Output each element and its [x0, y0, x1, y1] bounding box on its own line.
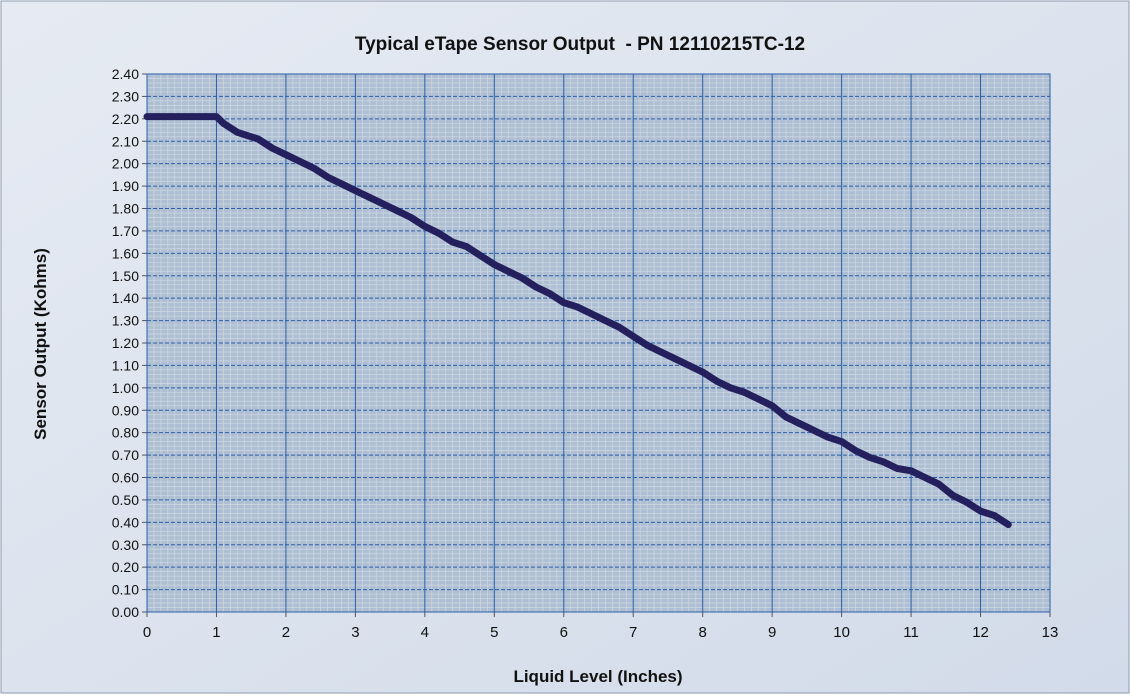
y-axis-title: Sensor Output (Kohms) [31, 248, 50, 440]
y-tick-label: 1.90 [112, 178, 139, 194]
series-line-0 [143, 113, 1012, 529]
x-axis-title: Liquid Level (Inches) [513, 667, 682, 686]
y-tick-label: 1.50 [112, 268, 139, 284]
x-tick-label: 3 [351, 624, 359, 641]
y-tick-label: 1.10 [112, 357, 139, 373]
chart-title: Typical eTape Sensor Output - PN 1211021… [355, 34, 805, 55]
y-tick-label: 2.20 [112, 111, 139, 127]
series-group [143, 113, 1012, 529]
x-tick-label: 9 [768, 624, 776, 641]
y-tick-label: 0.30 [112, 537, 139, 553]
x-tick-label: 12 [972, 624, 989, 641]
y-tick-label: 1.70 [112, 223, 139, 239]
x-tick-label: 0 [143, 624, 151, 641]
x-tick-label: 5 [490, 624, 498, 641]
y-tick-label: 2.30 [112, 88, 139, 104]
x-tick-label: 8 [699, 624, 707, 641]
y-tick-label: 0.70 [112, 447, 139, 463]
y-tick-label: 2.40 [112, 66, 139, 82]
y-tick-label: 0.10 [112, 582, 139, 598]
y-tick-label: 1.40 [112, 290, 139, 306]
y-tick-labels: 0.00 0.10 0.20 0.30 0.40 0.50 0.60 0.70 0.80 0.90… [112, 66, 139, 620]
y-tick-label: 1.20 [112, 335, 139, 351]
y-tick-label: 0.90 [112, 402, 139, 418]
y-tick-label: 1.60 [112, 245, 139, 261]
x-tick-label: 13 [1042, 624, 1059, 641]
y-tick-label: 0.40 [112, 514, 139, 530]
y-tick-label: 2.10 [112, 133, 139, 149]
y-tick-label: 0.00 [112, 604, 139, 620]
y-tick-label: 1.00 [112, 380, 139, 396]
x-tick-label: 1 [212, 624, 220, 641]
x-tick-label: 4 [421, 624, 429, 641]
x-tick-label: 6 [560, 624, 568, 641]
x-tick-labels: 0 1 2 3 4 5 6 7 8 9 10 11 12 13 [143, 624, 1059, 641]
y-tick-label: 0.50 [112, 492, 139, 508]
y-tick-label: 1.30 [112, 313, 139, 329]
x-tick-label: 11 [903, 624, 919, 641]
y-tick-label: 1.80 [112, 201, 139, 217]
y-tick-label: 0.20 [112, 559, 139, 575]
axes [142, 73, 1051, 617]
plot-border [146, 73, 1051, 613]
x-tick-label: 2 [282, 624, 290, 641]
y-tick-label: 2.00 [112, 156, 139, 172]
x-tick-label: 10 [833, 624, 850, 641]
x-tick-label: 7 [629, 624, 637, 641]
y-tick-label: 0.60 [112, 470, 139, 486]
y-tick-label: 0.80 [112, 425, 139, 441]
